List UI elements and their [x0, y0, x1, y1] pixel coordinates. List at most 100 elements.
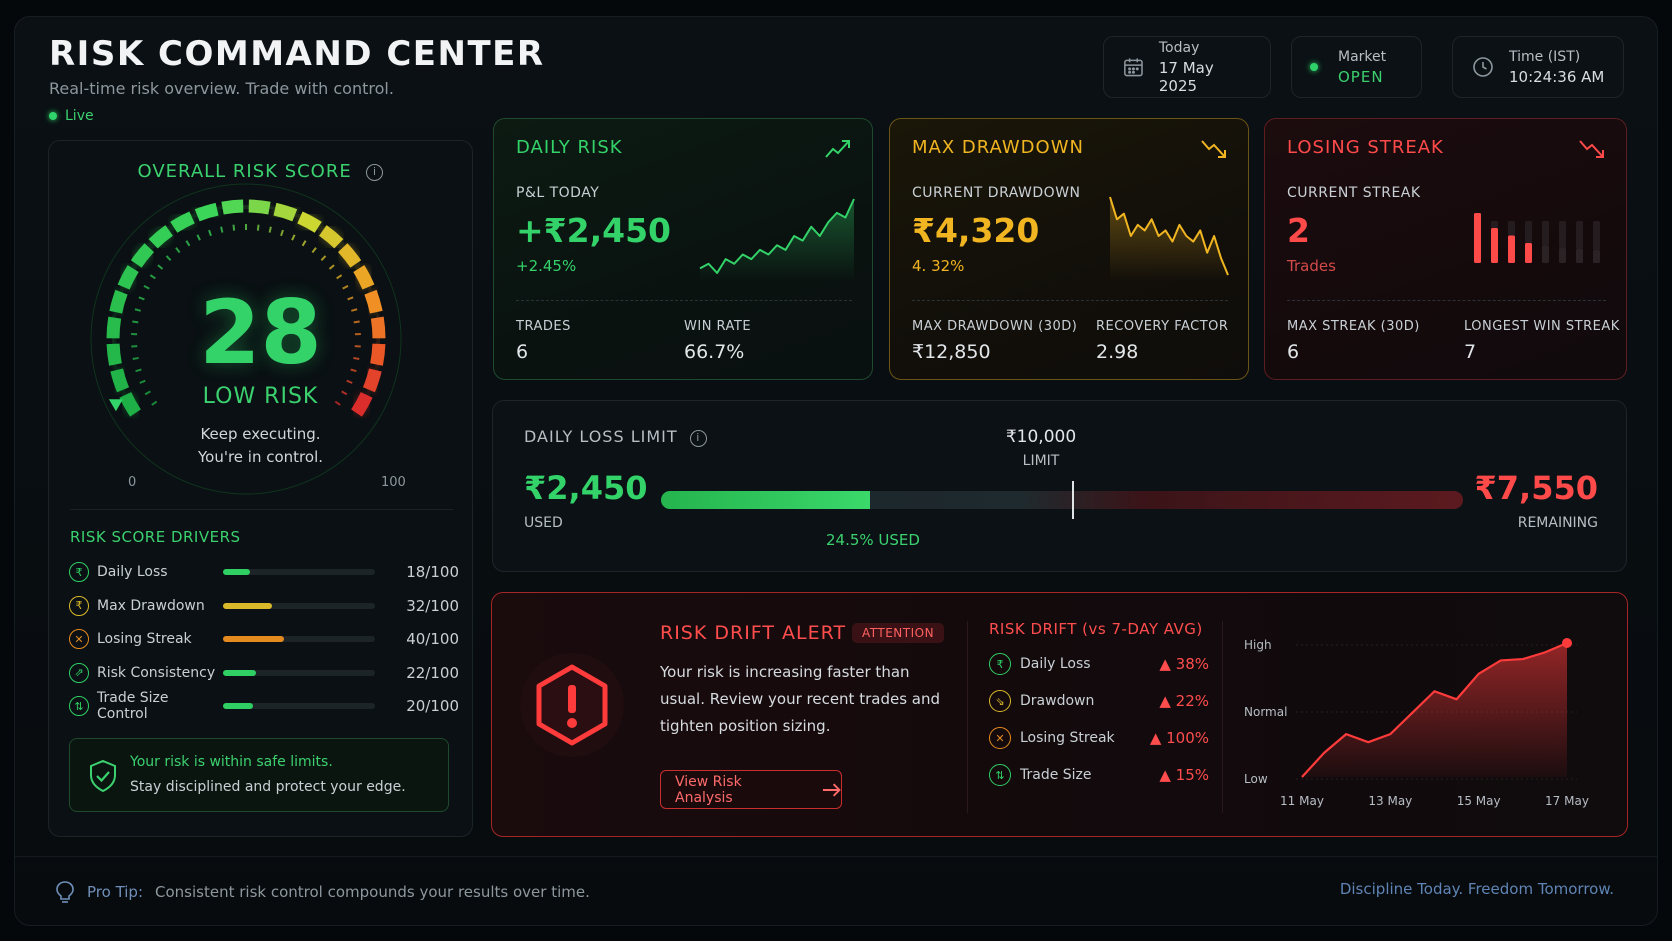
gauge-tick: [350, 368, 357, 373]
gauge-tick: [220, 226, 224, 233]
divider: [1287, 300, 1606, 301]
current-drawdown-value: ₹4,320: [912, 211, 1040, 250]
driver-value: 22/100: [406, 663, 459, 682]
page-subtitle: Real-time risk overview. Trade with cont…: [49, 79, 394, 98]
view-risk-analysis-button[interactable]: View Risk Analysis: [660, 770, 842, 809]
gauge-segment: [297, 211, 322, 233]
daily-risk-title: DAILY RISK: [516, 137, 623, 158]
loss-used-value: ₹2,450: [524, 469, 648, 507]
gauge-tick: [328, 264, 335, 270]
rupee-icon: ₹: [69, 595, 89, 616]
gauge-tick: [196, 234, 201, 241]
risk-score-title: OVERALL RISK SCORE i: [49, 161, 472, 182]
today-label: Today: [1158, 39, 1200, 56]
consistency-icon: ⇗: [69, 662, 89, 683]
risk-drift-title: RISK DRIFT (vs 7-DAY AVG): [989, 620, 1203, 638]
risk-drift-row: ⇘ Drawdown ▲ 22%: [989, 690, 1209, 712]
streak-icon: ✕: [69, 629, 89, 649]
gauge-tick: [353, 356, 360, 360]
slogan: Discipline Today. Freedom Tomorrow.: [1339, 880, 1614, 898]
pnl-today-label: P&L TODAY: [516, 185, 600, 201]
streak-bar: [1525, 243, 1532, 263]
gauge-tick: [165, 255, 172, 261]
daily-loss-limit-card: DAILY LOSS LIMIT i ₹2,450 USED ₹10,000 L…: [492, 400, 1627, 572]
gauge-segment: [110, 368, 130, 393]
streak-bar-track: [1576, 221, 1583, 249]
streak-bar: [1542, 245, 1549, 263]
streak-bar: [1593, 250, 1600, 263]
risk-drift-alert-card: RISK DRIFT ALERT ATTENTION Your risk is …: [491, 592, 1628, 837]
trend-up-icon: [825, 140, 850, 158]
driver-value: 40/100: [406, 630, 459, 648]
gauge-segment: [194, 202, 219, 222]
streak-bar-track: [1525, 221, 1532, 243]
driver-value: 32/100: [406, 596, 459, 615]
view-risk-analysis-label: View Risk Analysis: [675, 773, 742, 806]
market-status-dot-icon: [1310, 63, 1318, 71]
gauge-segment: [130, 243, 155, 268]
streak-bar: [1474, 213, 1481, 263]
warning-hexagon-icon: [520, 653, 624, 757]
gauge-segment: [148, 225, 174, 249]
driver-bar: [223, 636, 375, 642]
driver-bar-fill: [223, 602, 272, 609]
gauge-tick: [132, 356, 139, 360]
gauge-tick: [301, 240, 307, 247]
trade-size-icon: ⇅: [989, 764, 1011, 786]
driver-name: Risk Consistency: [97, 664, 216, 681]
gauge-segment: [106, 343, 122, 366]
footer-divider: [14, 856, 1658, 857]
sparkline-line: [1109, 196, 1229, 276]
risk-drift-alert-title: RISK DRIFT ALERT: [660, 622, 847, 644]
risk-drift-row: ₹ Daily Loss ▲ 38%: [989, 653, 1209, 675]
streak-bar-track: [1542, 221, 1549, 246]
risk-score-card: OVERALL RISK SCORE i 28 LOW RISK Keep ex…: [48, 140, 473, 837]
gauge-tick: [336, 274, 343, 280]
pro-tip: Pro Tip: Consistent risk control compoun…: [55, 880, 590, 904]
max-streak-value: 6: [1287, 341, 1300, 363]
gauge-tick: [232, 224, 236, 231]
gauge-tick: [291, 234, 296, 241]
pro-tip-label: Pro Tip:: [87, 883, 144, 901]
longest-win-streak-label: LONGEST WIN STREAK: [1464, 319, 1620, 334]
risk-drift-name: Trade Size: [1020, 767, 1092, 783]
gauge-tick: [353, 320, 360, 324]
loss-limit-value: ₹10,000: [1005, 427, 1077, 447]
safe-message-text: Stay disciplined and protect your edge.: [130, 779, 406, 795]
drawdown-sparkline: [1109, 196, 1229, 281]
streak-bar: [1491, 228, 1498, 263]
sparkline-area: [1110, 197, 1228, 281]
driver-name: Losing Streak: [97, 631, 192, 647]
driver-row: ₹ Max Drawdown 32/100: [69, 595, 459, 617]
time-box: Time (IST) 10:24:36 AM: [1452, 36, 1624, 98]
gauge-tick: [149, 274, 156, 280]
gauge-tick: [143, 285, 150, 290]
gauge-segment: [353, 265, 375, 290]
driver-row: ⇗ Risk Consistency 22/100: [69, 662, 459, 684]
current-drawdown-label: CURRENT DRAWDOWN: [912, 185, 1081, 201]
win-rate-value: 66.7%: [684, 341, 745, 363]
divider: [967, 621, 968, 813]
gauge-tick: [256, 224, 260, 231]
gauge-tick: [144, 390, 151, 396]
x-tick-label: 13 May: [1368, 794, 1412, 808]
x-tick-label: 11 May: [1280, 794, 1324, 808]
driver-bar-fill: [223, 569, 251, 575]
date-box: Today 17 May 2025: [1103, 36, 1271, 98]
gauge-segment: [362, 368, 382, 393]
info-icon[interactable]: i: [366, 164, 384, 181]
trend-down-icon: [1201, 140, 1226, 158]
trades-value: 6: [516, 341, 529, 363]
loss-remaining-label: REMAINING: [1517, 515, 1598, 531]
max-drawdown-title: MAX DRAWDOWN: [912, 137, 1084, 158]
loss-used-label: USED: [524, 515, 563, 531]
info-icon[interactable]: i: [689, 430, 707, 447]
gauge-segment: [318, 225, 344, 249]
live-dot-icon: [49, 112, 57, 120]
gauge-segment: [119, 392, 141, 417]
gauge-tick: [268, 226, 272, 233]
gauge-tick: [334, 400, 341, 406]
gauge-outer-ring: [90, 183, 402, 495]
chart-endpoint: [1562, 638, 1572, 648]
risk-drift-name: Losing Streak: [1020, 730, 1115, 746]
